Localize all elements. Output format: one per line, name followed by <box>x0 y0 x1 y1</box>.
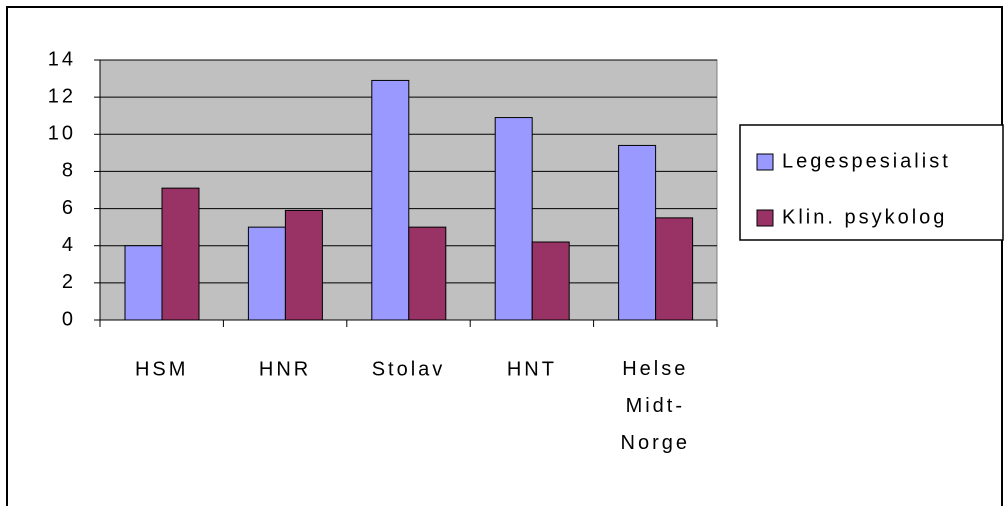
y-tick-label: 4 <box>62 234 76 256</box>
bar <box>494 117 533 321</box>
x-tick-label: Stolav <box>372 358 446 380</box>
legend-swatch <box>756 209 774 227</box>
bar <box>618 144 657 321</box>
y-tick-label: 12 <box>48 85 76 107</box>
bar <box>124 245 163 321</box>
bar <box>408 226 447 321</box>
bar <box>371 79 410 321</box>
legend-label: Klin. psykolog <box>782 206 947 228</box>
x-tick-label-line: Helse <box>622 358 688 380</box>
legend-box <box>739 124 1004 241</box>
legend-swatch <box>756 153 774 171</box>
y-tick-label: 14 <box>48 48 76 70</box>
x-tick-label-line: Midt- <box>626 395 685 417</box>
y-tick-label: 10 <box>48 123 76 145</box>
bar <box>247 226 286 321</box>
x-tick-label: HNR <box>259 358 311 380</box>
bar <box>161 187 200 321</box>
x-tick-label: Helse Midt- Norge <box>621 358 690 454</box>
legend-label: Legespesialist <box>782 150 951 172</box>
y-tick-label: 8 <box>62 160 76 182</box>
x-tick-label-line: Norge <box>621 432 690 454</box>
y-tick-label: 6 <box>62 197 76 219</box>
bar <box>284 209 323 321</box>
y-tick-label: 0 <box>62 308 76 330</box>
bar <box>531 241 570 321</box>
x-tick-label: HNT <box>507 358 557 380</box>
bar <box>655 217 694 321</box>
x-tick-label: HSM <box>135 358 188 380</box>
y-tick-label: 2 <box>62 271 76 293</box>
